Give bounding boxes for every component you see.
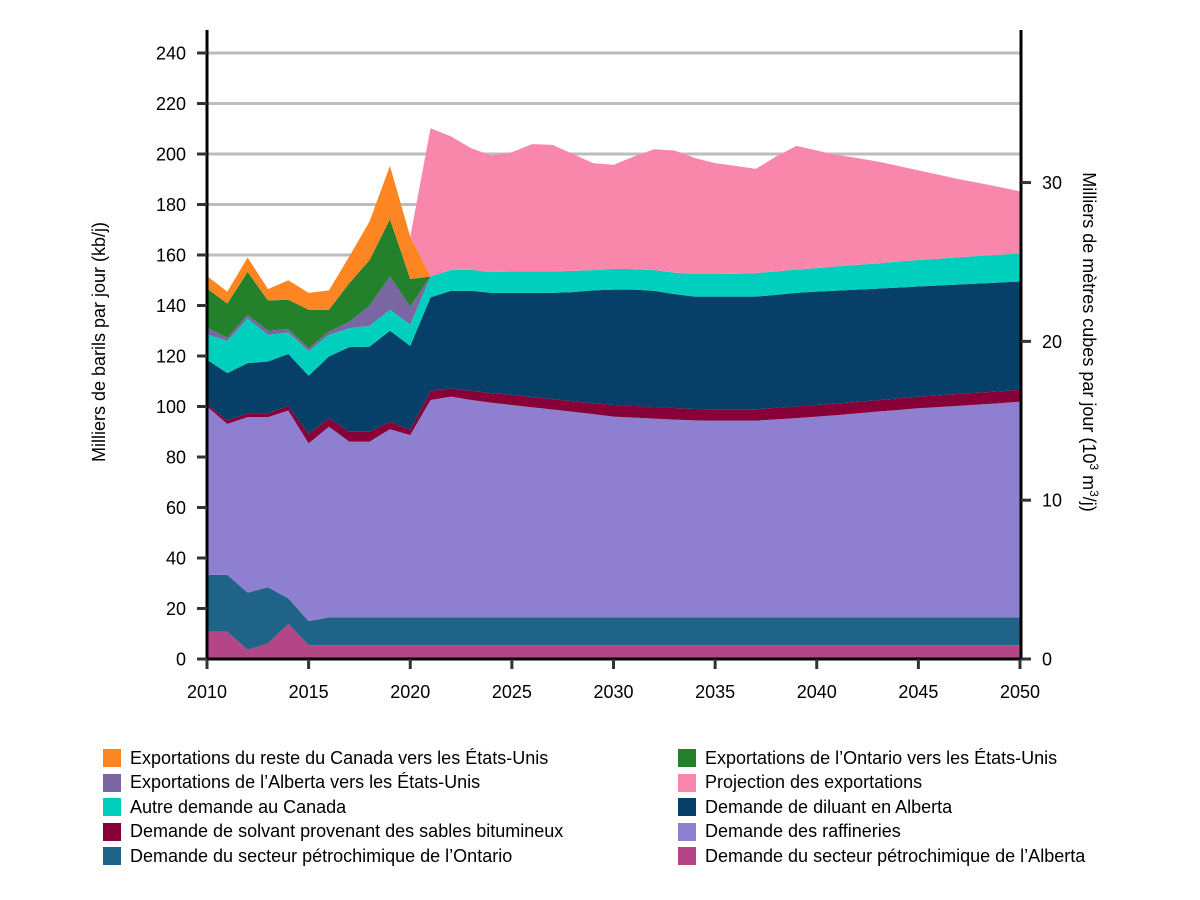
legend: Exportations du reste du Canada vers les… — [103, 746, 1163, 869]
legend-item: Demande des raffineries — [678, 820, 1158, 845]
area-5 — [207, 281, 1020, 435]
legend-label: Autre demande au Canada — [130, 796, 347, 817]
y-tick-label: 200 — [156, 145, 186, 165]
legend-label: Demande de diluant en Alberta — [705, 796, 953, 817]
x-axis-ticks: 2010 2015 2020 2025 2030 2035 2040 2045 2050 — [187, 659, 1040, 702]
area-9 — [207, 165, 1020, 310]
y-axis-right-title: Milliers de mètres cubes par jour (103 m… — [1079, 172, 1101, 512]
legend-swatch — [103, 749, 121, 768]
legend-swatch — [103, 773, 121, 792]
legend-swatch — [103, 847, 121, 866]
legend-item: Demande du secteur pétrochimique de l’Al… — [678, 844, 1158, 869]
legend-item: Demande de diluant en Alberta — [678, 795, 1158, 820]
x-tick-label: 2025 — [492, 682, 532, 702]
x-tick-label: 2040 — [797, 682, 837, 702]
legend-label: Demande du secteur pétrochimique de l’On… — [130, 845, 513, 866]
y-axis-right-ticks: 0 10 20 30 — [1021, 173, 1062, 670]
x-tick-label: 2030 — [593, 682, 633, 702]
legend-swatch — [678, 847, 696, 866]
legend-label: Exportations du reste du Canada vers les… — [130, 747, 549, 768]
x-tick-label: 2045 — [898, 682, 938, 702]
y-tick-label: 160 — [156, 246, 186, 266]
x-tick-label: 2010 — [187, 682, 227, 702]
legend-swatch — [103, 798, 121, 817]
legend-item: Projection des exportations — [678, 771, 1158, 796]
y-tick-label: 100 — [156, 397, 186, 417]
axis-title-part: m — [1079, 470, 1099, 490]
legend-item: Exportations de l’Ontario vers les États… — [678, 746, 1158, 771]
axis-title-part: /j) — [1079, 497, 1099, 512]
x-tick-label: 2050 — [1000, 682, 1040, 702]
y-tick-label: 20 — [166, 599, 186, 619]
x-tick-label: 2035 — [695, 682, 735, 702]
axis-title-part: Milliers de mètres cubes par jour (10 — [1079, 172, 1099, 463]
legend-item: Exportations de l’Alberta vers les États… — [103, 771, 678, 796]
stacked-area-chart: 2010 2015 2020 2025 2030 2035 2040 2045 2050 020… — [89, 30, 1101, 702]
legend-item: Exportations du reste du Canada vers les… — [103, 746, 678, 771]
area-2 — [207, 574, 1020, 650]
area-6 — [207, 253, 1020, 376]
area-1 — [207, 623, 1020, 659]
y-tick-label: 60 — [166, 498, 186, 518]
y-tick-label: 180 — [156, 195, 186, 215]
x-tick-label: 2020 — [390, 682, 430, 702]
legend-label: Projection des exportations — [705, 772, 923, 793]
legend-item: Demande de solvant provenant des sables … — [103, 820, 678, 845]
y-tick-label: 0 — [176, 650, 186, 670]
legend-label: Exportations de l’Ontario vers les États… — [705, 747, 1058, 768]
legend-label: Demande des raffineries — [705, 821, 901, 842]
legend-swatch — [678, 822, 696, 841]
y-axis-ticks: 0 20 40 60 80 100 120 140 160 180 200 220 240 — [156, 44, 207, 670]
y-tick-label: 240 — [156, 44, 186, 64]
area-3 — [207, 396, 1020, 622]
legend-item: Autre demande au Canada — [103, 795, 678, 820]
superscript: 3 — [1087, 490, 1101, 497]
legend-item: Demande du secteur pétrochimique de l’On… — [103, 844, 678, 869]
area-10 — [207, 128, 1020, 293]
area-series — [207, 128, 1020, 659]
legend-swatch — [103, 822, 121, 841]
area-4 — [207, 388, 1020, 444]
y-right-tick-label: 10 — [1042, 491, 1062, 511]
legend-swatch — [678, 798, 696, 817]
y-axis-title: Milliers de barils par jour (kb/j) — [89, 222, 109, 462]
legend-label: Demande du secteur pétrochimique de l’Al… — [705, 845, 1086, 866]
legend-label: Exportations de l’Alberta vers les États… — [130, 772, 481, 793]
y-tick-label: 140 — [156, 296, 186, 316]
y-right-tick-label: 30 — [1042, 173, 1062, 193]
legend-swatch — [678, 773, 696, 792]
y-tick-label: 220 — [156, 94, 186, 114]
y-tick-label: 80 — [166, 448, 186, 468]
y-tick-label: 40 — [166, 549, 186, 569]
y-tick-label: 120 — [156, 347, 186, 367]
y-right-tick-label: 0 — [1042, 650, 1052, 670]
y-right-tick-label: 20 — [1042, 332, 1062, 352]
area-8 — [207, 219, 1020, 349]
legend-swatch — [678, 749, 696, 768]
legend-label: Demande de solvant provenant des sables … — [130, 821, 564, 842]
x-tick-label: 2015 — [289, 682, 329, 702]
superscript: 3 — [1087, 463, 1101, 470]
